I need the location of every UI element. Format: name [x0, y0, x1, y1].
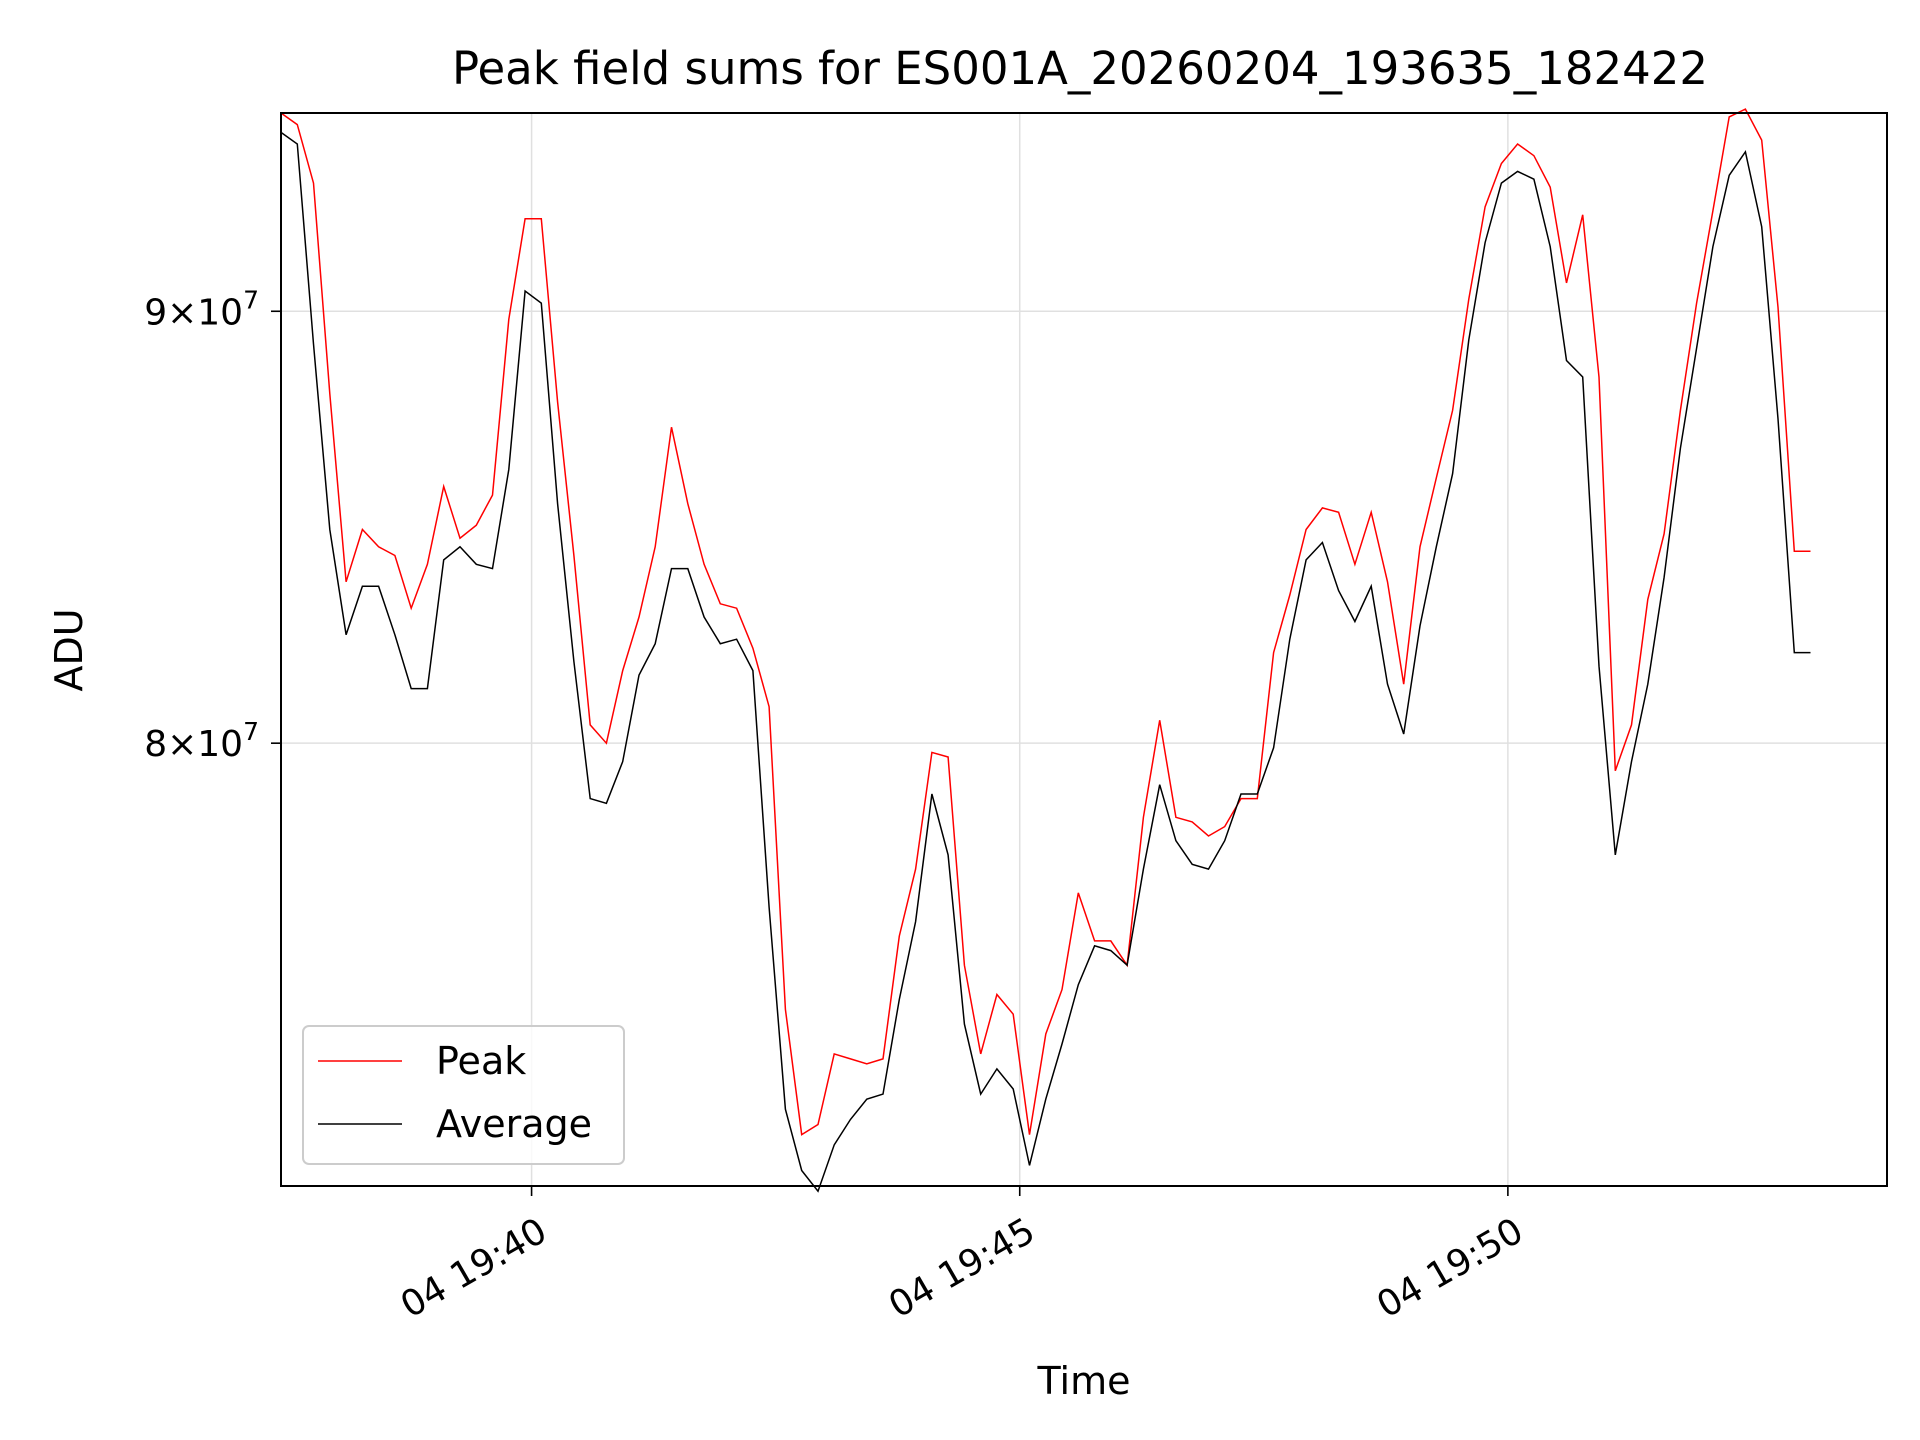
- y-tick-label: 8×107: [144, 717, 259, 765]
- legend-label-peak: Peak: [436, 1039, 526, 1083]
- x-axis-label: Time: [1037, 1359, 1131, 1403]
- legend: Peak Average: [302, 1025, 625, 1165]
- x-axis: 04 19:40 04 19:45 04 19:50: [394, 1186, 1530, 1326]
- x-tick-label: 04 19:45: [882, 1210, 1042, 1326]
- y-axis-label: ADU: [47, 608, 91, 691]
- x-tick-label: 04 19:50: [1370, 1210, 1530, 1326]
- chart-title: Peak field sums for ES001A_20260204_1936…: [452, 42, 1708, 95]
- plot-area-frame: [280, 112, 1888, 1187]
- grid: [281, 113, 1887, 1186]
- series-line-peak: [280, 108, 1811, 1136]
- legend-label-average: Average: [436, 1102, 592, 1146]
- x-tick-label: 04 19:40: [394, 1210, 554, 1326]
- y-axis: 9×107 8×107: [144, 285, 281, 765]
- series-layer: [280, 108, 1811, 1193]
- series-line-average: [280, 131, 1811, 1193]
- y-tick-label: 9×107: [144, 285, 259, 333]
